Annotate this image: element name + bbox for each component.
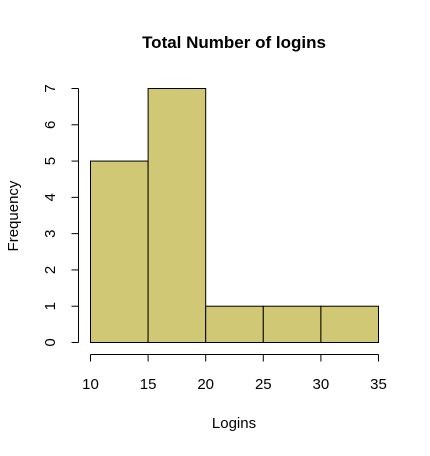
y-tick-label: 0 [42,338,59,346]
x-tick-label: 20 [197,376,214,393]
y-tick-label: 4 [42,193,59,201]
histogram-bar-3 [205,305,264,344]
y-tick-label: 5 [42,157,59,165]
x-tick-label: 35 [370,376,387,393]
y-tick-label: 3 [42,229,59,237]
y-axis: 0 1 2 3 4 5 6 7 [42,84,79,347]
chart-title: Total Number of logins [142,33,326,52]
x-axis: 10 15 20 25 30 35 [82,354,387,393]
histogram-bar-2 [147,88,207,343]
x-tick-label: 15 [140,376,157,393]
y-tick-label: 2 [42,266,59,274]
x-axis-label: Logins [212,415,256,432]
histogram-bar-5 [320,305,379,344]
histogram-bar-1 [90,160,149,343]
bars-layer [90,88,379,344]
y-tick-label: 1 [42,302,59,310]
x-tick-label: 10 [82,376,99,393]
y-tick-label: 7 [42,84,59,92]
y-tick-label: 6 [42,121,59,129]
x-tick-label: 25 [255,376,272,393]
histogram-bar-4 [262,305,322,344]
x-tick-label: 30 [313,376,330,393]
y-axis-label: Frequency [5,180,22,251]
